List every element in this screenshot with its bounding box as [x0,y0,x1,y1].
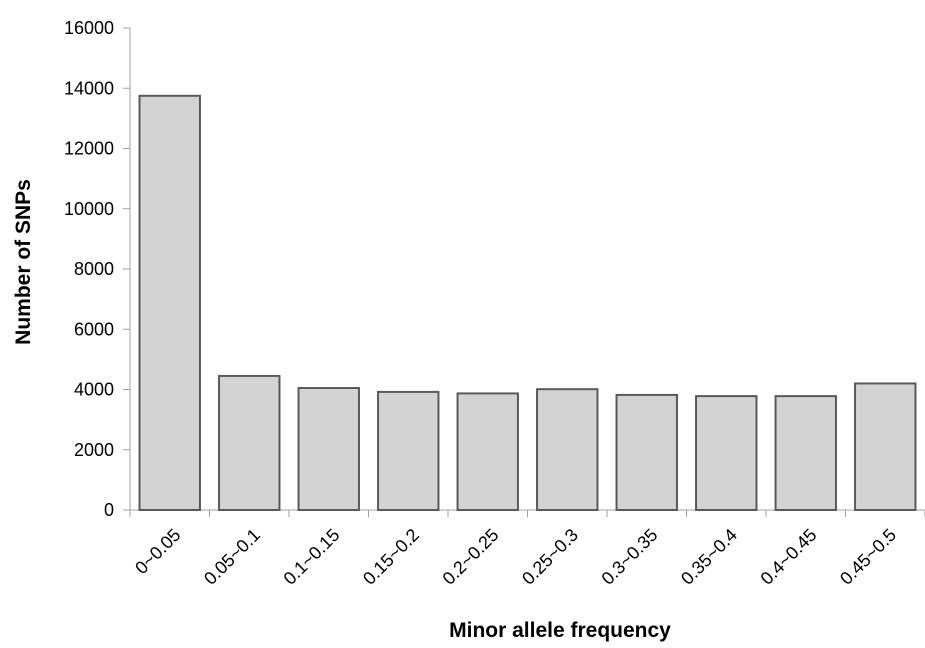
y-tick-label: 2000 [74,440,114,460]
y-tick-label: 16000 [64,18,114,38]
x-tick-label: 0.15~0.2 [359,525,423,589]
bar [536,388,599,512]
bar [854,382,917,512]
y-tick-label: 14000 [64,78,114,98]
bar [615,393,678,511]
bar [456,392,519,512]
x-tick-label: 0.25~0.3 [518,525,582,589]
y-tick-label: 4000 [74,380,114,400]
x-tick-label: 0.45~0.5 [836,525,900,589]
x-tick-label: 0.1~0.15 [280,525,344,589]
x-tick-label: 0.35~0.4 [677,525,741,589]
y-axis-title: Number of SNPs [12,179,35,345]
bar [218,374,281,511]
y-tick-label: 10000 [64,199,114,219]
plot-area: 0 2000 4000 6000 8000 10000 12000 14000 16000 0~0… [64,18,925,589]
bar [774,395,837,511]
x-tick-label: 0.4~0.45 [757,525,821,589]
x-tick-label: 0.3~0.35 [598,525,662,589]
bar [138,94,201,511]
bar [377,390,440,511]
x-tick-label: 0.2~0.25 [439,525,503,589]
x-axis-title: Minor allele frequency [449,619,671,642]
bar [695,395,758,511]
x-tick-label: 0~0.05 [131,525,184,578]
y-tick-label: 8000 [74,259,114,279]
y-tick-label: 6000 [74,319,114,339]
x-tick-label: 0.05~0.1 [200,525,264,589]
y-tick-label: 0 [104,500,114,520]
y-tick-label: 12000 [64,139,114,159]
bar [297,386,360,511]
